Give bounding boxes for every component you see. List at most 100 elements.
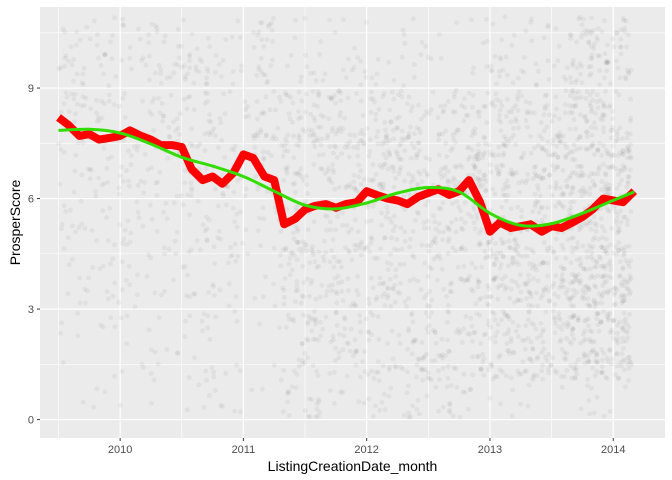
data-point <box>502 192 508 198</box>
data-point <box>301 239 307 245</box>
data-point <box>498 250 504 256</box>
data-point <box>584 222 590 228</box>
data-point <box>605 186 611 192</box>
data-point <box>312 118 318 124</box>
data-point <box>223 37 229 43</box>
data-point <box>620 266 626 272</box>
data-point <box>255 228 261 234</box>
data-point <box>229 146 235 152</box>
data-point <box>531 322 537 328</box>
data-point <box>532 110 538 116</box>
data-point <box>603 88 609 94</box>
data-point <box>366 329 372 335</box>
data-point <box>82 225 88 231</box>
data-point <box>246 113 251 119</box>
data-point <box>482 141 488 147</box>
data-point <box>368 109 374 115</box>
data-point <box>474 354 480 360</box>
data-point <box>482 255 488 261</box>
data-point <box>511 125 517 131</box>
data-point <box>193 67 199 73</box>
data-point <box>453 130 459 136</box>
data-point <box>568 280 574 286</box>
data-point <box>499 37 505 43</box>
data-point <box>470 372 476 378</box>
data-point <box>341 315 347 320</box>
data-point <box>575 317 581 323</box>
data-point <box>579 173 585 179</box>
data-point <box>498 236 504 242</box>
data-point <box>584 89 590 94</box>
data-point <box>414 406 420 412</box>
data-point <box>149 216 155 222</box>
data-point <box>508 375 514 381</box>
data-point <box>468 386 474 392</box>
data-point <box>622 292 628 298</box>
data-point <box>381 185 386 191</box>
data-point <box>453 329 459 335</box>
data-point <box>502 311 508 317</box>
data-point <box>151 128 157 133</box>
data-point <box>75 140 81 145</box>
data-point <box>494 257 500 263</box>
data-point <box>485 322 491 328</box>
data-point <box>562 355 567 361</box>
data-point <box>483 294 489 300</box>
data-point <box>206 217 212 223</box>
data-point <box>475 284 481 290</box>
data-point <box>62 63 67 69</box>
data-point <box>595 105 601 111</box>
data-point <box>451 94 457 100</box>
data-point <box>570 315 576 320</box>
data-point <box>617 150 623 156</box>
data-point <box>502 142 508 148</box>
data-point <box>432 329 438 335</box>
data-point <box>483 178 489 184</box>
data-point <box>607 182 613 188</box>
data-point <box>187 94 193 99</box>
data-point <box>140 223 146 229</box>
data-point <box>303 198 309 204</box>
data-point <box>318 333 324 339</box>
data-point <box>492 103 497 109</box>
data-point <box>436 221 442 227</box>
data-point <box>537 133 543 139</box>
data-point <box>563 88 569 94</box>
data-point <box>336 89 341 95</box>
data-point <box>310 317 316 323</box>
data-point <box>381 91 387 96</box>
data-point <box>599 347 605 353</box>
data-point <box>350 353 356 359</box>
data-point <box>365 244 371 250</box>
data-point <box>558 264 564 270</box>
data-point <box>223 370 229 376</box>
data-point <box>338 109 344 115</box>
data-point <box>154 25 160 31</box>
data-point <box>601 161 606 167</box>
data-point <box>429 358 434 364</box>
data-point <box>334 323 340 328</box>
data-point <box>144 273 150 279</box>
data-point <box>356 174 362 180</box>
data-point <box>310 252 316 257</box>
data-point <box>394 116 400 121</box>
data-point <box>594 92 600 98</box>
data-point <box>174 193 180 199</box>
data-point <box>593 228 599 234</box>
data-point <box>336 350 342 355</box>
data-point <box>256 66 262 72</box>
data-point <box>620 298 626 304</box>
data-point <box>605 261 611 267</box>
data-point <box>481 172 487 178</box>
series-lines <box>56 114 638 236</box>
data-point <box>619 300 625 306</box>
data-point <box>508 119 514 125</box>
data-point <box>570 87 576 93</box>
data-point <box>601 75 607 81</box>
data-point <box>458 216 464 222</box>
data-point <box>322 213 328 219</box>
data-point <box>310 244 316 250</box>
data-point <box>563 155 569 161</box>
data-point <box>519 68 525 74</box>
